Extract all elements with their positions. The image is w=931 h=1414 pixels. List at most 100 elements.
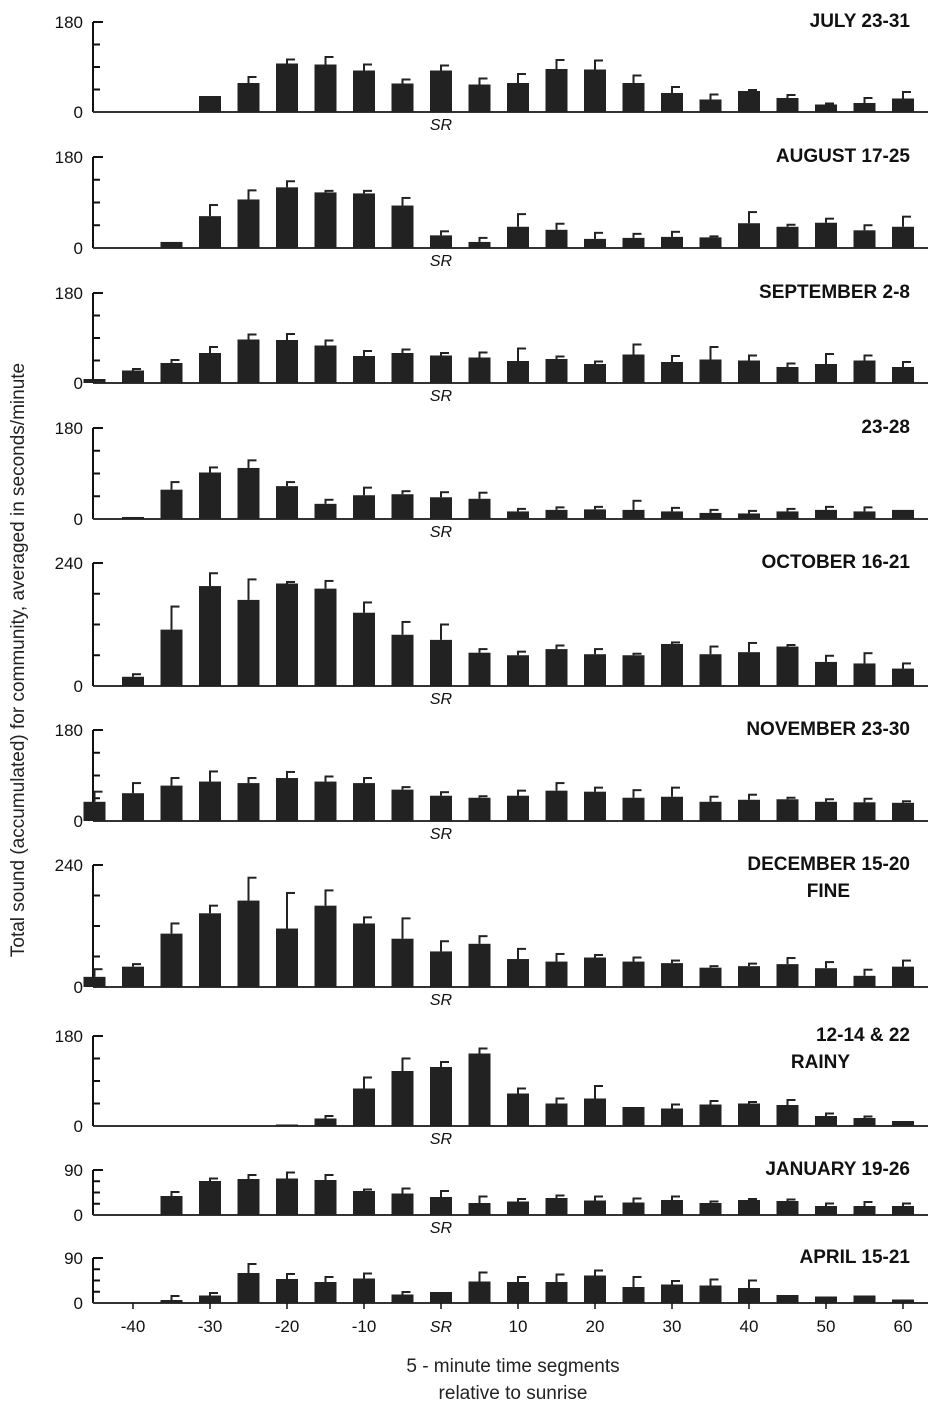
bar: [892, 966, 914, 987]
bar: [122, 966, 144, 987]
bar: [122, 370, 144, 383]
bar: [430, 1292, 452, 1303]
bar: [353, 923, 375, 987]
bar: [430, 497, 452, 519]
x-tick-label: 10: [509, 1317, 528, 1336]
bar: [738, 360, 760, 383]
bar: [584, 1098, 606, 1126]
bar: [314, 1180, 337, 1215]
bar: [699, 1285, 722, 1303]
bar: [276, 187, 298, 248]
y-tick-label: 90: [64, 1161, 83, 1180]
y-tick-label: 0: [74, 812, 83, 831]
y-tick-label: 180: [55, 148, 83, 167]
bar: [815, 222, 837, 248]
y-tick-label: 0: [74, 1294, 83, 1313]
bar: [237, 199, 260, 248]
bar: [622, 797, 645, 821]
bar: [353, 1278, 375, 1303]
bar: [661, 511, 683, 519]
panel-title: JANUARY 19-26: [765, 1159, 910, 1180]
bar: [507, 1282, 529, 1303]
panel-3: 0 180 SEPTEMBER 2-8 SR: [55, 282, 928, 405]
bar: [892, 1121, 914, 1126]
sunrise-label: SR: [430, 388, 453, 405]
bar: [507, 361, 529, 383]
bar: [391, 494, 414, 519]
y-tick-label: 0: [74, 677, 83, 696]
bar: [815, 1206, 837, 1215]
bar: [507, 959, 529, 987]
bar: [353, 193, 375, 248]
bar: [545, 649, 568, 686]
bar: [353, 70, 375, 112]
panel-2: 0 180 AUGUST 17-25 SR: [55, 146, 928, 270]
bar: [622, 655, 645, 686]
bar: [160, 629, 183, 686]
bar: [83, 976, 106, 987]
bar: [391, 1294, 414, 1303]
bar: [661, 1108, 683, 1126]
bar: [468, 1281, 491, 1303]
x-tick-label: 60: [894, 1317, 913, 1336]
bar: [699, 237, 722, 248]
bar: [776, 964, 799, 987]
bar: [815, 104, 837, 112]
panels-layer: 0 180 JULY 23-31 SR 0 180 AUGUST 17-25 SR 0 180 SE…: [55, 11, 928, 1313]
x-tick-label: -20: [275, 1317, 300, 1336]
bar: [699, 654, 722, 686]
bar: [622, 83, 645, 112]
bar: [314, 588, 337, 686]
bar: [892, 668, 914, 686]
panel-4: 0 180 23-28 SR: [55, 417, 928, 541]
bar: [160, 363, 183, 383]
bar: [353, 1191, 375, 1215]
bar: [237, 1273, 260, 1303]
bar: [353, 1088, 375, 1126]
bar: [391, 205, 414, 248]
bar: [584, 364, 606, 383]
bar: [430, 1067, 452, 1126]
bar: [815, 661, 837, 686]
bar: [776, 511, 799, 519]
bar: [276, 583, 298, 686]
bar: [507, 1093, 529, 1126]
bar: [661, 643, 683, 686]
bar: [738, 652, 760, 686]
x-tick-label: 50: [817, 1317, 836, 1336]
bar: [276, 778, 298, 821]
y-tick-label: 180: [55, 721, 83, 740]
bar: [622, 1107, 645, 1126]
bar: [391, 1071, 414, 1126]
bar: [622, 354, 645, 383]
bar: [199, 96, 221, 112]
panel-title: NOVEMBER 23-30: [746, 719, 910, 740]
bar: [853, 802, 876, 821]
bar: [199, 781, 221, 821]
bar: [391, 938, 414, 987]
bar: [237, 467, 260, 519]
bar: [622, 1287, 645, 1303]
x-axis: -40 -30 -20 -10 SR 10 20 30 40 50 60: [121, 1303, 913, 1336]
bar: [160, 933, 183, 987]
bar: [853, 360, 876, 383]
bar: [776, 799, 799, 821]
bar: [468, 84, 491, 112]
bar: [545, 1103, 568, 1126]
bar: [738, 1200, 760, 1215]
bar: [892, 509, 914, 519]
bar: [584, 1200, 606, 1215]
bar: [276, 1124, 298, 1126]
bar: [545, 69, 568, 112]
bar: [584, 957, 606, 987]
bar: [122, 793, 144, 821]
bar: [776, 1295, 799, 1303]
panel-title: OCTOBER 16-21: [761, 552, 910, 573]
y-tick-label: 0: [74, 103, 83, 122]
bar: [584, 791, 606, 821]
bar: [584, 654, 606, 686]
bar: [314, 781, 337, 821]
bar: [545, 790, 568, 821]
bar: [622, 1202, 645, 1215]
